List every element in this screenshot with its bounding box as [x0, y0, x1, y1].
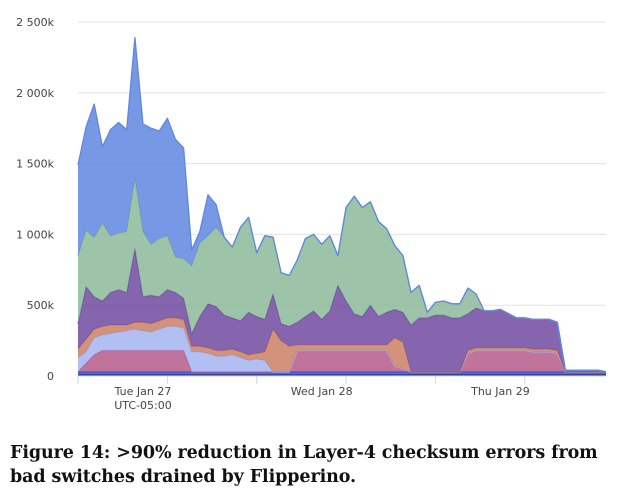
y-tick-label: 2 500k — [16, 16, 54, 29]
x-tick-label: Wed Jan 28 — [291, 385, 353, 398]
series-area-2 — [78, 350, 606, 372]
axes — [77, 375, 606, 384]
y-tick-label: 1 000k — [16, 228, 54, 241]
series-area-7 — [78, 37, 606, 372]
series-area-1 — [78, 371, 606, 375]
series-area-5 — [78, 248, 606, 372]
series-area-6 — [78, 177, 606, 372]
series-line-7 — [77, 36, 607, 373]
x-tick-label: Thu Jan 29 — [470, 385, 530, 398]
figure-caption: Figure 14: >90% reduction in Layer-4 che… — [10, 443, 598, 487]
y-tick-label: 500k — [27, 299, 55, 312]
y-tick-label: 0 — [47, 370, 54, 383]
series-areas — [77, 36, 607, 376]
y-tick-label: 1 500k — [16, 158, 54, 171]
x-tick-label: Tue Jan 27 — [114, 385, 172, 398]
y-tick-labels: 0 500k 1 000k 1 500k 2 000k 2 500k — [16, 16, 54, 383]
x-tick-sublabel: UTC-05:00 — [114, 399, 171, 412]
y-tick-label: 2 000k — [16, 87, 54, 100]
series-area-3 — [78, 326, 606, 372]
stacked-area-chart: 0 500k 1 000k 1 500k 2 000k 2 500k Tue Jan 27… — [16, 16, 607, 412]
